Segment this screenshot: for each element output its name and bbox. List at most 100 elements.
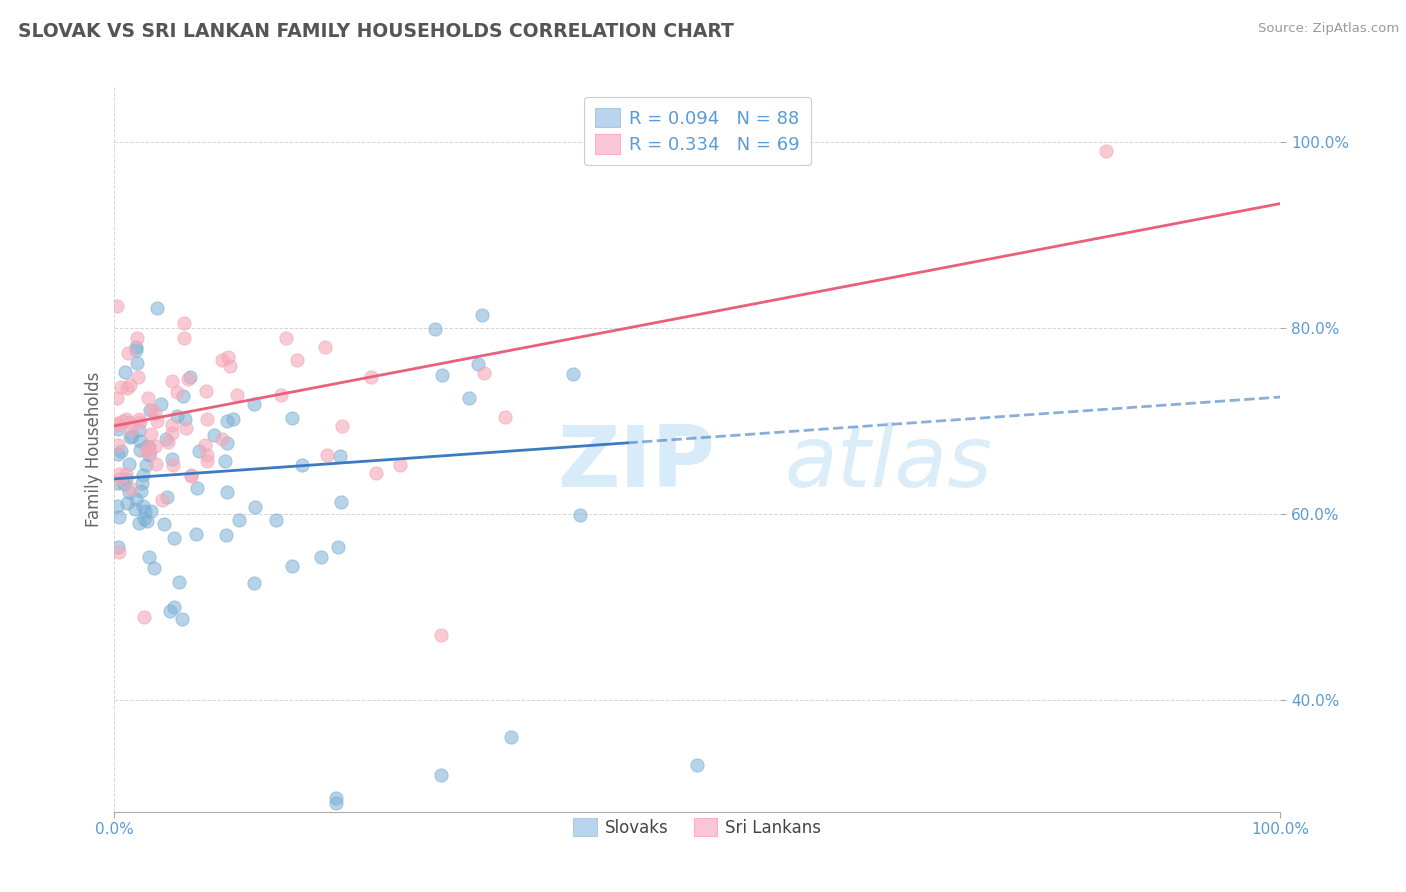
Point [157,435,180,450]
Legend: Slovaks, Sri Lankans: Slovaks, Sri Lankans [567,812,828,844]
Point [163,599,186,614]
Point [316,448,339,462]
Point [125,343,148,357]
Point [215,436,238,450]
Point [430,368,453,382]
Point [494,410,516,425]
Point [143,561,166,575]
Point [180,467,202,482]
Point [115,496,138,510]
Point [211,353,233,368]
Point [111,414,134,428]
Point [218,351,240,365]
Point [285,352,308,367]
Point [110,380,132,394]
Point [281,410,304,425]
Point [120,423,142,437]
Point [243,397,266,411]
Point [118,415,141,429]
Point [145,457,167,471]
Point [314,340,336,354]
Point [184,527,207,541]
Point [115,381,138,395]
Point [173,331,195,345]
Point [107,541,129,555]
Point [105,475,128,490]
Point [179,370,201,384]
Point [472,366,495,380]
Point [325,791,347,805]
Point [202,428,225,442]
Point [160,452,183,467]
Point [115,467,138,481]
Point [138,440,160,454]
Point [173,316,195,330]
Point [388,458,411,472]
Point [686,758,709,772]
Point [124,502,146,516]
Point [135,514,157,528]
Point [330,495,353,509]
Point [118,485,141,500]
Point [309,549,332,564]
Point [121,428,143,442]
Text: SLOVAK VS SRI LANKAN FAMILY HOUSEHOLDS CORRELATION CHART: SLOVAK VS SRI LANKAN FAMILY HOUSEHOLDS C… [18,22,734,41]
Point [114,472,136,486]
Point [180,469,202,483]
Point [125,340,148,354]
Point [132,499,155,513]
Point [242,576,264,591]
Point [155,432,177,446]
Point [430,767,453,781]
Point [245,500,267,515]
Point [326,540,349,554]
Point [114,412,136,426]
Point [150,493,173,508]
Point [425,322,447,336]
Point [120,483,142,497]
Point [150,397,173,411]
Point [222,411,245,425]
Point [325,796,347,810]
Point [281,558,304,573]
Point [107,422,129,436]
Point [112,476,135,491]
Point [160,418,183,433]
Point [457,391,479,405]
Point [160,374,183,388]
Point [138,448,160,462]
Point [153,516,176,531]
Point [129,443,152,458]
Point [276,331,298,345]
Point [195,454,218,468]
Point [132,512,155,526]
Point [195,412,218,426]
Point [105,391,128,405]
Point [225,388,247,402]
Point [162,458,184,472]
Point [108,467,131,482]
Point [132,610,155,624]
Point [166,409,188,424]
Point [110,443,132,458]
Point [170,612,193,626]
Point [329,450,352,464]
Point [266,513,288,527]
Point [141,402,163,417]
Point [127,369,149,384]
Text: Source: ZipAtlas.com: Source: ZipAtlas.com [1258,22,1399,36]
Point [215,528,238,542]
Point [174,421,197,435]
Point [159,604,181,618]
Text: ZIP: ZIP [558,422,716,505]
Point [163,531,186,545]
Point [135,439,157,453]
Point [135,458,157,472]
Point [136,441,159,455]
Point [128,415,150,429]
Point [156,491,179,505]
Point [125,331,148,345]
Point [128,516,150,530]
Point [107,447,129,461]
Point [1094,145,1116,159]
